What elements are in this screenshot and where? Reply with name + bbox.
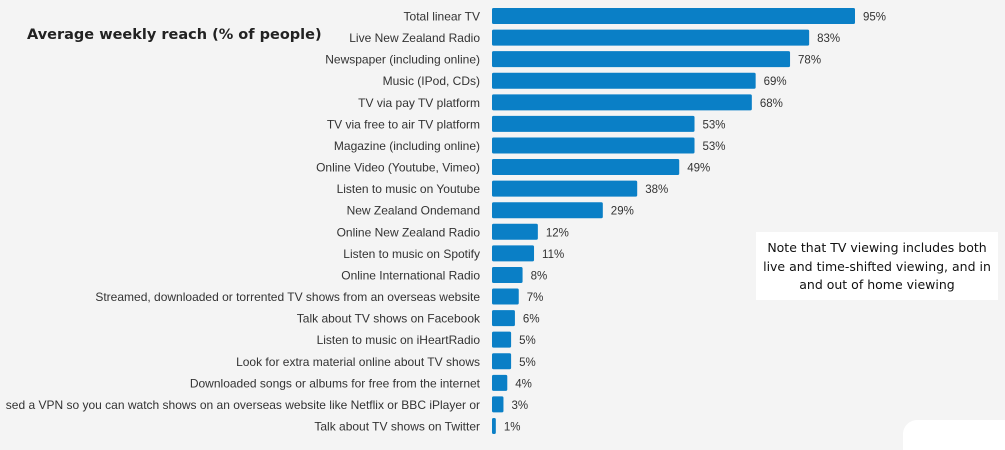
category-label: Live New Zealand Radio — [349, 31, 480, 45]
data-label: 4% — [515, 378, 532, 390]
bar — [492, 245, 535, 262]
category-label: Online International Radio — [341, 268, 480, 282]
category-label: Listen to music on Spotify — [343, 247, 480, 261]
category-label: Downloaded songs or albums for free from… — [190, 376, 481, 390]
category-label: Listen to music on iHeartRadio — [317, 333, 481, 347]
data-label: 8% — [531, 270, 548, 282]
data-label: 1% — [504, 422, 521, 434]
data-label: 83% — [817, 33, 840, 45]
data-label: 12% — [546, 227, 569, 239]
bar — [492, 374, 508, 391]
data-label: 6% — [523, 314, 540, 326]
data-label: 68% — [760, 98, 783, 110]
category-label: New Zealand Ondemand — [347, 204, 480, 218]
bar — [492, 94, 752, 111]
data-label: 3% — [511, 400, 528, 412]
bar — [492, 396, 504, 413]
data-label: 53% — [703, 141, 726, 153]
data-label: 38% — [645, 184, 668, 196]
bar — [492, 223, 538, 240]
category-label: sed a VPN so you can watch shows on an o… — [6, 398, 480, 412]
data-label: 5% — [519, 335, 536, 347]
category-label: Talk about TV shows on Twitter — [314, 420, 480, 434]
category-label: Listen to music on Youtube — [337, 182, 481, 196]
category-label: Streamed, downloaded or torrented TV sho… — [95, 290, 480, 304]
chart-title: Average weekly reach (% of people) — [27, 27, 322, 43]
bar — [492, 288, 519, 305]
category-label: Magazine (including online) — [334, 139, 480, 153]
bar — [492, 29, 810, 46]
bar — [492, 72, 756, 89]
bar — [492, 310, 515, 327]
bar — [492, 159, 680, 176]
bar-chart: Total linear TV 95% Live New Zealand Radio… — [6, 8, 886, 434]
bar — [492, 8, 855, 24]
bar — [492, 266, 523, 283]
category-label: Look for extra material online about TV … — [236, 355, 480, 369]
data-label: 49% — [687, 163, 710, 175]
data-label: 95% — [863, 12, 886, 24]
corner-decoration — [903, 420, 1005, 450]
category-label: TV via free to air TV platform — [327, 117, 480, 131]
data-label: 29% — [611, 206, 634, 218]
bar — [492, 418, 496, 434]
data-label: 78% — [798, 55, 821, 67]
bar — [492, 353, 512, 370]
category-label: Total linear TV — [404, 10, 480, 24]
category-label: TV via pay TV platform — [358, 96, 480, 110]
bar — [492, 115, 695, 132]
bar — [492, 51, 791, 68]
category-label: Newspaper (including online) — [325, 53, 480, 67]
data-label: 53% — [703, 119, 726, 131]
category-label: Talk about TV shows on Facebook — [297, 312, 481, 326]
bar — [492, 180, 638, 197]
data-label: 5% — [519, 357, 536, 369]
data-label: 7% — [527, 292, 544, 304]
data-label: 69% — [764, 76, 787, 88]
category-label: Online Video (Youtube, Vimeo) — [316, 161, 480, 175]
bar — [492, 331, 512, 348]
category-label: Online New Zealand Radio — [337, 225, 481, 239]
data-label: 11% — [542, 249, 564, 261]
bar — [492, 202, 603, 219]
category-label: Music (IPod, CDs) — [383, 74, 480, 88]
note-box: Note that TV viewing includes both live … — [756, 232, 998, 300]
bar — [492, 137, 695, 154]
